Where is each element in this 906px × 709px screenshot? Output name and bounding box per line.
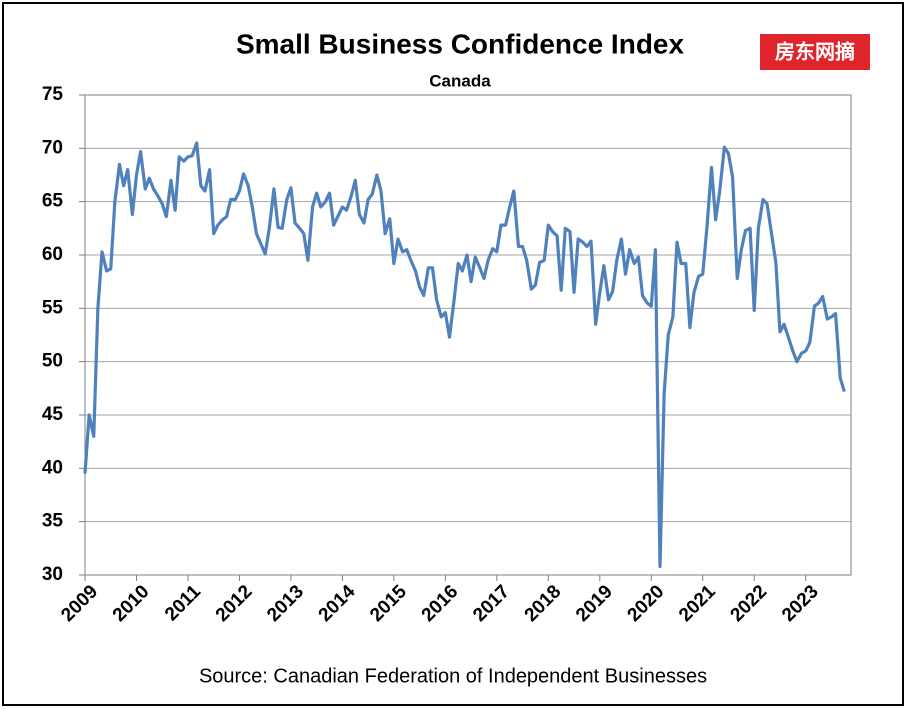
source-note: Source: Canadian Federation of Independe… bbox=[199, 665, 707, 687]
chart-title: Small Business Confidence Index bbox=[236, 28, 685, 59]
y-tick-label: 45 bbox=[42, 404, 64, 425]
y-tick-label: 65 bbox=[42, 191, 64, 212]
chart-subtitle: Canada bbox=[429, 71, 491, 90]
y-tick-label: 40 bbox=[42, 457, 63, 478]
y-tick-label: 50 bbox=[42, 351, 63, 372]
series-line bbox=[83, 141, 846, 569]
plot-border bbox=[84, 94, 852, 576]
y-tick-label: 30 bbox=[42, 564, 63, 585]
watermark-box bbox=[760, 34, 870, 70]
y-tick-label: 55 bbox=[42, 297, 64, 318]
watermark: 房东网摘 bbox=[775, 39, 855, 63]
y-tick-label: 35 bbox=[42, 511, 64, 532]
y-tick-label: 70 bbox=[42, 137, 63, 158]
y-tick-label: 60 bbox=[42, 244, 63, 265]
y-tick-label: 75 bbox=[42, 84, 64, 105]
